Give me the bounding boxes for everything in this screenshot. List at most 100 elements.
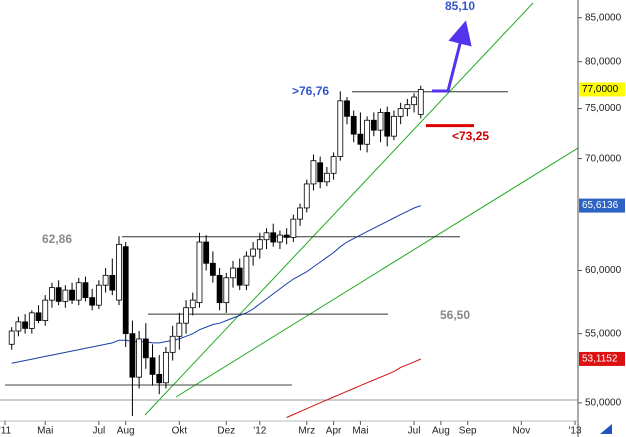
x-tick-label: Jul <box>408 426 421 437</box>
candle-body <box>290 218 297 238</box>
candle-body <box>370 119 377 131</box>
y-tick-label: 80,0000 <box>585 56 622 67</box>
candle-body <box>8 330 15 345</box>
x-tick-label: '11 <box>0 426 12 437</box>
candle-body <box>303 183 310 209</box>
marks <box>8 85 508 418</box>
x-tick-label: Dez <box>217 426 235 437</box>
axes: 50,0000 55,0000 60,0000 70,0000 75,0000 80,00… <box>0 12 625 437</box>
x-tick-label: Jul <box>92 426 105 437</box>
level-label: 56,50 <box>440 308 470 322</box>
candle-body <box>69 289 75 301</box>
candle-body <box>176 322 183 337</box>
candle-body <box>411 96 417 106</box>
candle-body <box>42 299 49 321</box>
candle-body <box>216 274 223 304</box>
candle-body <box>149 357 156 375</box>
candle-body <box>122 246 129 335</box>
candle-body <box>297 207 303 220</box>
y-tick-label: 75,0000 <box>585 103 622 114</box>
x-tick-label: Mrz <box>298 426 315 437</box>
candle-body <box>203 241 210 264</box>
level-label: >76,76 <box>292 84 329 98</box>
price-tag-label: 65,6136 <box>582 200 619 211</box>
candle-body <box>62 289 69 302</box>
candle-body <box>82 282 89 299</box>
candle-body <box>163 351 169 384</box>
price-tag-label: 53,1152 <box>582 354 618 365</box>
candle-body <box>377 112 384 131</box>
candle-body <box>417 89 424 115</box>
candle-body <box>55 287 62 302</box>
trendline <box>144 2 534 416</box>
candle-body <box>344 100 350 117</box>
moving-average <box>11 205 421 364</box>
y-tick-label: 60,0000 <box>585 265 622 276</box>
y-tick-label: 50,0000 <box>585 397 622 408</box>
target-arrow <box>432 20 472 93</box>
candle-body <box>364 119 371 145</box>
candle-body <box>350 115 357 135</box>
scroll-icon <box>600 424 612 434</box>
y-tick-label: 70,0000 <box>585 153 622 164</box>
candle-body <box>256 239 263 250</box>
x-tick-label: '13 <box>568 426 581 437</box>
candle-body <box>189 299 196 309</box>
x-tick-label: '12 <box>253 426 266 437</box>
candle-body <box>209 262 216 276</box>
x-tick-label: Sep <box>459 426 477 437</box>
candle-body <box>270 232 277 243</box>
candle-body <box>384 112 391 137</box>
moving-average <box>286 358 421 418</box>
candle-body <box>404 104 411 109</box>
candle-body <box>22 321 29 329</box>
candle-body <box>397 108 404 117</box>
candle-body <box>89 297 96 306</box>
candle-body <box>35 312 42 321</box>
candle-body <box>283 234 290 238</box>
level-label: <73,25 <box>452 129 489 143</box>
candle-body <box>129 333 136 378</box>
x-tick-label: Mai <box>37 426 53 437</box>
candle-body <box>317 162 324 183</box>
x-tick-label: Apr <box>326 426 342 437</box>
candle-body <box>310 160 317 185</box>
candle-body <box>357 133 364 145</box>
candle-body <box>136 338 143 378</box>
candle-body <box>142 338 149 359</box>
candle-body <box>15 321 22 332</box>
price-tag <box>579 198 625 213</box>
x-tick-label: Mai <box>352 426 368 437</box>
y-tick-label: 55,0000 <box>585 328 622 339</box>
candle-body <box>277 234 283 243</box>
candle-body <box>102 274 109 286</box>
x-tick-label: Aug <box>117 426 135 437</box>
candle-body <box>183 307 189 324</box>
candle-body <box>49 287 55 301</box>
price-tag <box>579 82 625 97</box>
candle-body <box>323 172 330 183</box>
candle-body <box>109 274 116 291</box>
candle-body <box>263 232 270 241</box>
candle-body <box>230 267 236 279</box>
candle-body <box>28 312 35 329</box>
price-tag <box>579 351 625 366</box>
target-label: 85,10 <box>445 0 475 13</box>
candle-body <box>75 282 82 301</box>
candle-body <box>243 255 250 286</box>
x-tick-label: Aug <box>432 426 450 437</box>
level-label: 62,86 <box>42 232 72 246</box>
candle-body <box>250 248 257 257</box>
candle-body <box>236 267 243 286</box>
candle-body <box>391 115 397 137</box>
candle-body <box>337 100 344 157</box>
x-tick-label: Okt <box>172 426 188 437</box>
x-tick-label: Nov <box>512 426 530 437</box>
candle-body <box>169 335 176 353</box>
y-tick-label: 85,0000 <box>585 12 622 23</box>
candle-body <box>330 156 337 174</box>
trendline <box>175 147 578 398</box>
candle-body <box>156 373 163 384</box>
